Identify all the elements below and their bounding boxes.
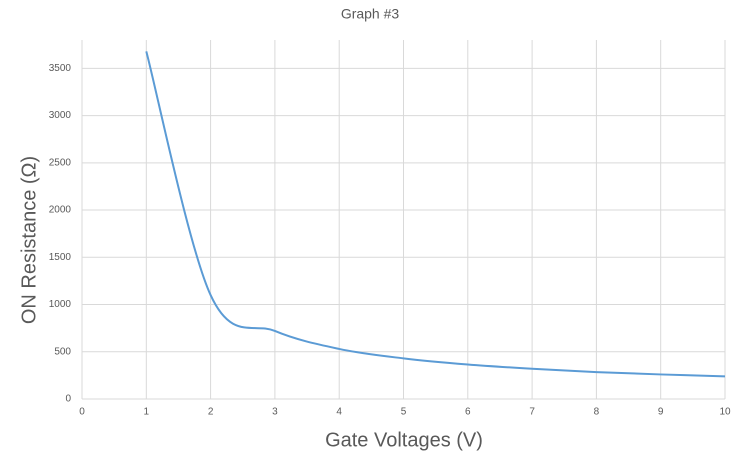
x-tick-label: 7: [529, 407, 535, 418]
x-tick-label: 8: [594, 407, 600, 418]
y-tick-label: 500: [54, 346, 71, 357]
y-tick-label: 2000: [49, 205, 72, 216]
y-axis-label: ON Resistance (Ω): [18, 156, 40, 324]
x-axis-label: Gate Voltages (V): [325, 429, 483, 451]
y-tick-label: 3500: [49, 63, 72, 74]
y-tick-label: 3000: [49, 110, 72, 121]
x-tick-label: 0: [79, 407, 85, 418]
y-tick-label: 2500: [49, 157, 72, 168]
x-tick-label: 1: [144, 407, 150, 418]
x-tick-label: 4: [336, 407, 342, 418]
x-tick-label: 3: [272, 407, 278, 418]
x-tick-label: 5: [401, 407, 407, 418]
x-tick-label: 2: [208, 407, 214, 418]
y-tick-label: 1000: [49, 299, 72, 310]
y-tick-label: 0: [65, 394, 71, 405]
x-tick-label: 10: [719, 407, 731, 418]
x-tick-label: 6: [465, 407, 471, 418]
x-tick-label: 9: [658, 407, 664, 418]
chart-title: Graph #3: [341, 6, 400, 22]
y-tick-label: 1500: [49, 252, 72, 263]
line: [145, 51, 726, 378]
